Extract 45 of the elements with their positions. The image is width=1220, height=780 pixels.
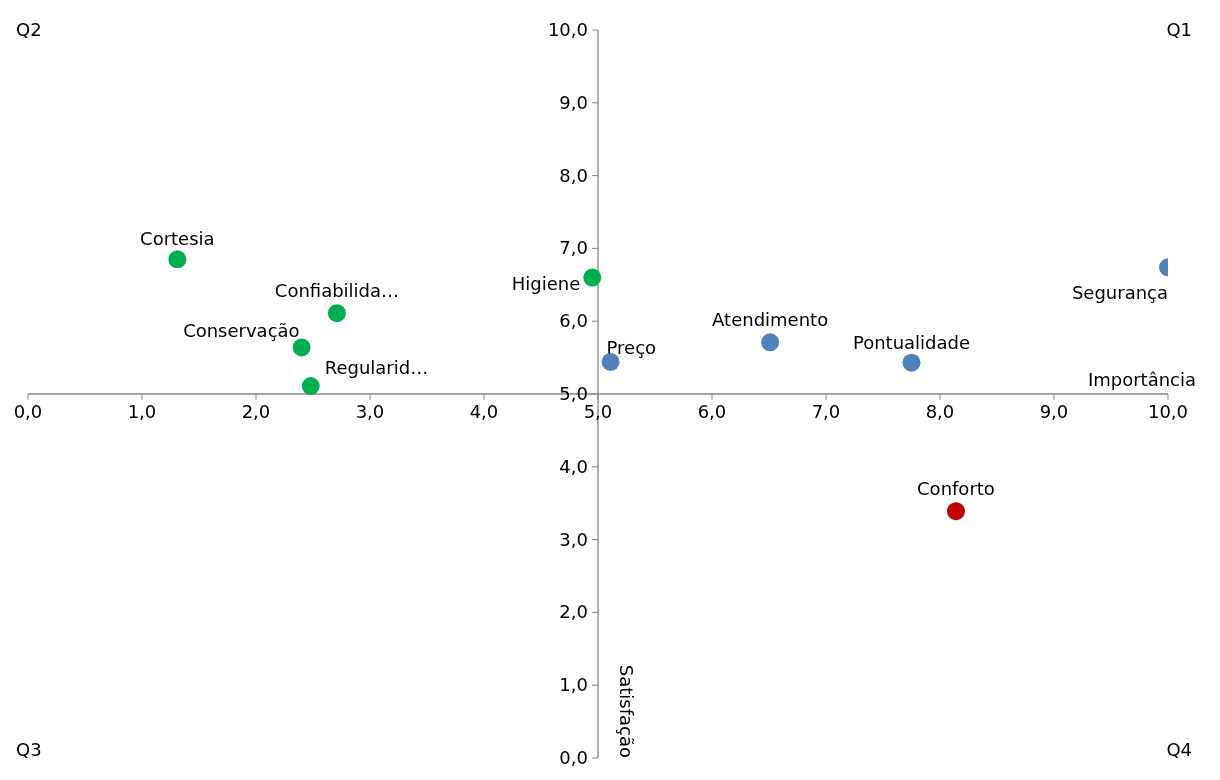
annotation: Cortesia xyxy=(140,228,215,250)
annotation: Conservação xyxy=(183,320,300,342)
y-tick-label: 3,0 xyxy=(559,528,588,550)
y-tick-label: 9,0 xyxy=(559,91,588,113)
x-tick-label: 6,0 xyxy=(697,401,727,422)
annotation: Segurança xyxy=(1071,282,1168,304)
y-tick-label: 5,0 xyxy=(559,383,588,404)
point xyxy=(301,376,320,395)
x-tick-label: 8,0 xyxy=(925,401,955,422)
annotation: Q4 xyxy=(1166,739,1192,760)
y-tick-label: 4,0 xyxy=(559,455,588,477)
x-axis-title: Importância xyxy=(1087,369,1196,390)
annotation: Q2 xyxy=(16,19,42,40)
x-tick-label: 3,0 xyxy=(355,401,385,422)
annotation: Higiene xyxy=(511,272,581,294)
x-tick-label: 5,0 xyxy=(583,401,613,422)
point xyxy=(902,353,921,372)
y-tick-label: 8,0 xyxy=(559,164,588,186)
point xyxy=(327,304,346,323)
point xyxy=(946,502,965,521)
y-tick-label: 10,0 xyxy=(547,19,588,40)
x-tick-label: 2,0 xyxy=(241,401,271,422)
point xyxy=(168,250,187,269)
x-tick-label: 1,0 xyxy=(127,401,157,422)
annotation: Regularid… xyxy=(324,356,429,378)
annotation: Conforto xyxy=(917,478,995,500)
y-axis-title: Satisfação xyxy=(616,664,637,758)
x-tick-label: 0,0 xyxy=(13,401,43,422)
y-tick-label: 0,0 xyxy=(559,747,588,768)
x-tick-label: 7,0 xyxy=(811,401,841,422)
annotation: Preço xyxy=(606,336,657,358)
annotation: Confiabilida… xyxy=(274,280,400,302)
y-tick-label: 1,0 xyxy=(559,674,588,696)
annotation: Atendimento xyxy=(712,309,829,331)
annotation: Q1 xyxy=(1166,19,1192,40)
x-tick-label: 9,0 xyxy=(1039,401,1069,422)
point xyxy=(583,268,602,287)
annotation: Q3 xyxy=(16,739,42,760)
point xyxy=(761,333,780,352)
annotation: Pontualidade xyxy=(852,331,971,353)
x-tick-label: 10,0 xyxy=(1147,401,1189,422)
y-tick-label: 7,0 xyxy=(559,237,588,259)
y-tick-label: 6,0 xyxy=(559,310,588,332)
y-tick-label: 2,0 xyxy=(559,601,588,623)
x-tick-label: 4,0 xyxy=(469,401,499,422)
